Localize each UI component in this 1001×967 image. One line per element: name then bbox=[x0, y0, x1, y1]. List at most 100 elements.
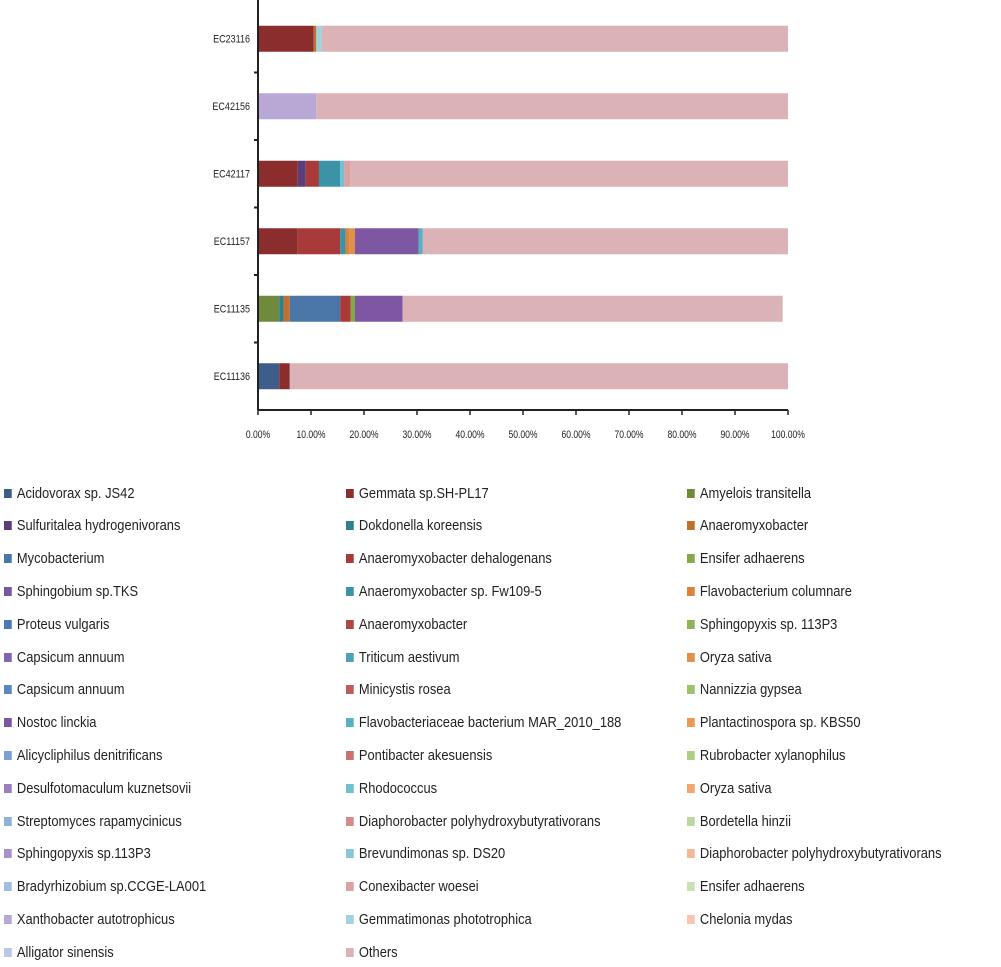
legend-item: Gemmatimonas phototrophica bbox=[346, 908, 532, 930]
x-tick-label: 70.00% bbox=[614, 429, 643, 441]
bar-segment bbox=[345, 228, 350, 255]
legend-item: Diaphorobacter polyhydroxybutyrativorans bbox=[346, 810, 601, 832]
legend-label: Gemmata sp.SH-PL17 bbox=[358, 484, 489, 502]
chart-legend: Acidovorax sp. JS42 Gemmata sp.SH-PL17 Amy… bbox=[0, 482, 1001, 967]
bar-segment bbox=[305, 160, 319, 187]
legend-swatch bbox=[4, 783, 12, 793]
legend-label: Sphingobium sp.TKS bbox=[16, 582, 139, 600]
legend-swatch bbox=[346, 521, 354, 531]
legend-label: Nostoc linckia bbox=[16, 714, 97, 732]
bar-segment bbox=[297, 228, 341, 255]
legend-swatch bbox=[687, 750, 695, 760]
legend-label: Oryza sativa bbox=[699, 779, 772, 797]
bar-segment bbox=[289, 363, 788, 390]
legend-swatch bbox=[346, 914, 354, 924]
legend-swatch bbox=[687, 718, 695, 728]
legend-label: Diaphorobacter polyhydroxybutyrativorans bbox=[358, 812, 601, 830]
bar-segment bbox=[258, 160, 298, 187]
category-label: EC11135 bbox=[214, 304, 251, 316]
legend-swatch bbox=[687, 882, 695, 892]
bar-segment bbox=[258, 25, 314, 52]
legend-label: Bradyrhizobium sp.CCGE-LA001 bbox=[16, 878, 207, 896]
legend-swatch bbox=[346, 718, 354, 728]
legend-swatch bbox=[687, 783, 695, 793]
legend-swatch bbox=[4, 554, 12, 564]
legend-swatch bbox=[346, 554, 354, 564]
bar-segment bbox=[318, 160, 341, 187]
bar-segment bbox=[258, 228, 298, 255]
legend-swatch bbox=[346, 816, 354, 826]
legend-item: Chelonia mydas bbox=[687, 908, 792, 930]
legend-item: Bradyrhizobium sp.CCGE-LA001 bbox=[4, 876, 206, 898]
legend-swatch bbox=[346, 947, 354, 957]
bar-segment bbox=[258, 363, 280, 390]
legend-label: Ensifer adhaerens bbox=[699, 878, 805, 896]
bar-segment bbox=[340, 295, 351, 322]
legend-label: Pontibacter akesuensis bbox=[358, 746, 493, 764]
legend-label: Anaeromyxobacter dehalogenans bbox=[358, 550, 552, 568]
legend-label: Flavobacterium columnare bbox=[699, 582, 852, 600]
legend-swatch bbox=[4, 652, 12, 662]
legend-swatch bbox=[4, 882, 12, 892]
bar-segment bbox=[349, 228, 355, 255]
legend-label: Nannizzia gypsea bbox=[699, 681, 802, 699]
legend-swatch bbox=[346, 488, 354, 498]
legend-label: Acidovorax sp. JS42 bbox=[16, 484, 135, 502]
legend-label: Anaeromyxobacter bbox=[358, 615, 468, 633]
legend-item: Bordetella hinzii bbox=[687, 810, 791, 832]
category-label: EC11136 bbox=[214, 372, 251, 384]
legend-item: Sulfuritalea hydrogenivorans bbox=[4, 515, 180, 537]
legend-item: Rubrobacter xylanophilus bbox=[687, 744, 845, 766]
legend-label: Triticum aestivum bbox=[358, 648, 460, 666]
bar-segment bbox=[283, 295, 290, 322]
legend-label: Sphingopyxis sp. 113P3 bbox=[699, 615, 838, 633]
legend-label: Sulfuritalea hydrogenivorans bbox=[16, 517, 181, 535]
x-tick-label: 100.00% bbox=[771, 429, 805, 441]
x-tick-label: 90.00% bbox=[720, 429, 749, 441]
legend-label: Diaphorobacter polyhydroxybutyrativorans bbox=[699, 845, 942, 863]
legend-swatch bbox=[687, 554, 695, 564]
category-label: EC42117 bbox=[213, 169, 250, 181]
legend-item: Flavobacteriaceae bacterium MAR_2010_188 bbox=[346, 712, 621, 734]
legend-label: Proteus vulgaris bbox=[16, 615, 110, 633]
x-tick-label: 40.00% bbox=[455, 429, 484, 441]
legend-item: Nannizzia gypsea bbox=[687, 679, 802, 701]
legend-swatch bbox=[4, 685, 12, 695]
legend-label: Conexibacter woesei bbox=[358, 878, 479, 896]
legend-item: Xanthobacter autotrophicus bbox=[4, 908, 175, 930]
legend-swatch bbox=[687, 521, 695, 531]
legend-item: Dokdonella koreensis bbox=[346, 515, 482, 537]
legend-item: Desulfotomaculum kuznetsovii bbox=[4, 777, 191, 799]
legend-label: Ensifer adhaerens bbox=[699, 550, 805, 568]
legend-swatch bbox=[346, 849, 354, 859]
legend-swatch bbox=[346, 652, 354, 662]
legend-swatch bbox=[346, 882, 354, 892]
legend-label: Rubrobacter xylanophilus bbox=[699, 746, 846, 764]
bar-segment bbox=[354, 228, 419, 255]
legend-item: Sphingopyxis sp.113P3 bbox=[4, 843, 151, 865]
legend-label: Capsicum annuum bbox=[16, 648, 125, 666]
legend-label: Mycobacterium bbox=[16, 550, 105, 568]
legend-item: Triticum aestivum bbox=[346, 646, 459, 668]
legend-item: Anaeromyxobacter bbox=[346, 613, 467, 635]
legend-swatch bbox=[4, 750, 12, 760]
bar-segment bbox=[313, 25, 317, 52]
bar-segment bbox=[316, 93, 788, 120]
bar-segment bbox=[350, 295, 355, 322]
bar-segment bbox=[258, 295, 280, 322]
bar-segment bbox=[418, 228, 423, 255]
x-tick-label: 60.00% bbox=[561, 429, 590, 441]
legend-swatch bbox=[687, 849, 695, 859]
legend-item: Oryza sativa bbox=[687, 777, 772, 799]
legend-item: Ensifer adhaerens bbox=[687, 876, 805, 898]
legend-label: Gemmatimonas phototrophica bbox=[358, 910, 532, 928]
legend-swatch bbox=[4, 619, 12, 629]
legend-label: Xanthobacter autotrophicus bbox=[16, 910, 175, 928]
legend-swatch bbox=[4, 718, 12, 728]
legend-item: Anaeromyxobacter dehalogenans bbox=[346, 548, 552, 570]
legend-swatch bbox=[4, 488, 12, 498]
legend-label: Oryza sativa bbox=[699, 648, 772, 666]
legend-swatch bbox=[687, 488, 695, 498]
legend-item: Sphingobium sp.TKS bbox=[4, 580, 138, 602]
legend-label: Anaeromyxobacter sp. Fw109-5 bbox=[358, 582, 542, 600]
